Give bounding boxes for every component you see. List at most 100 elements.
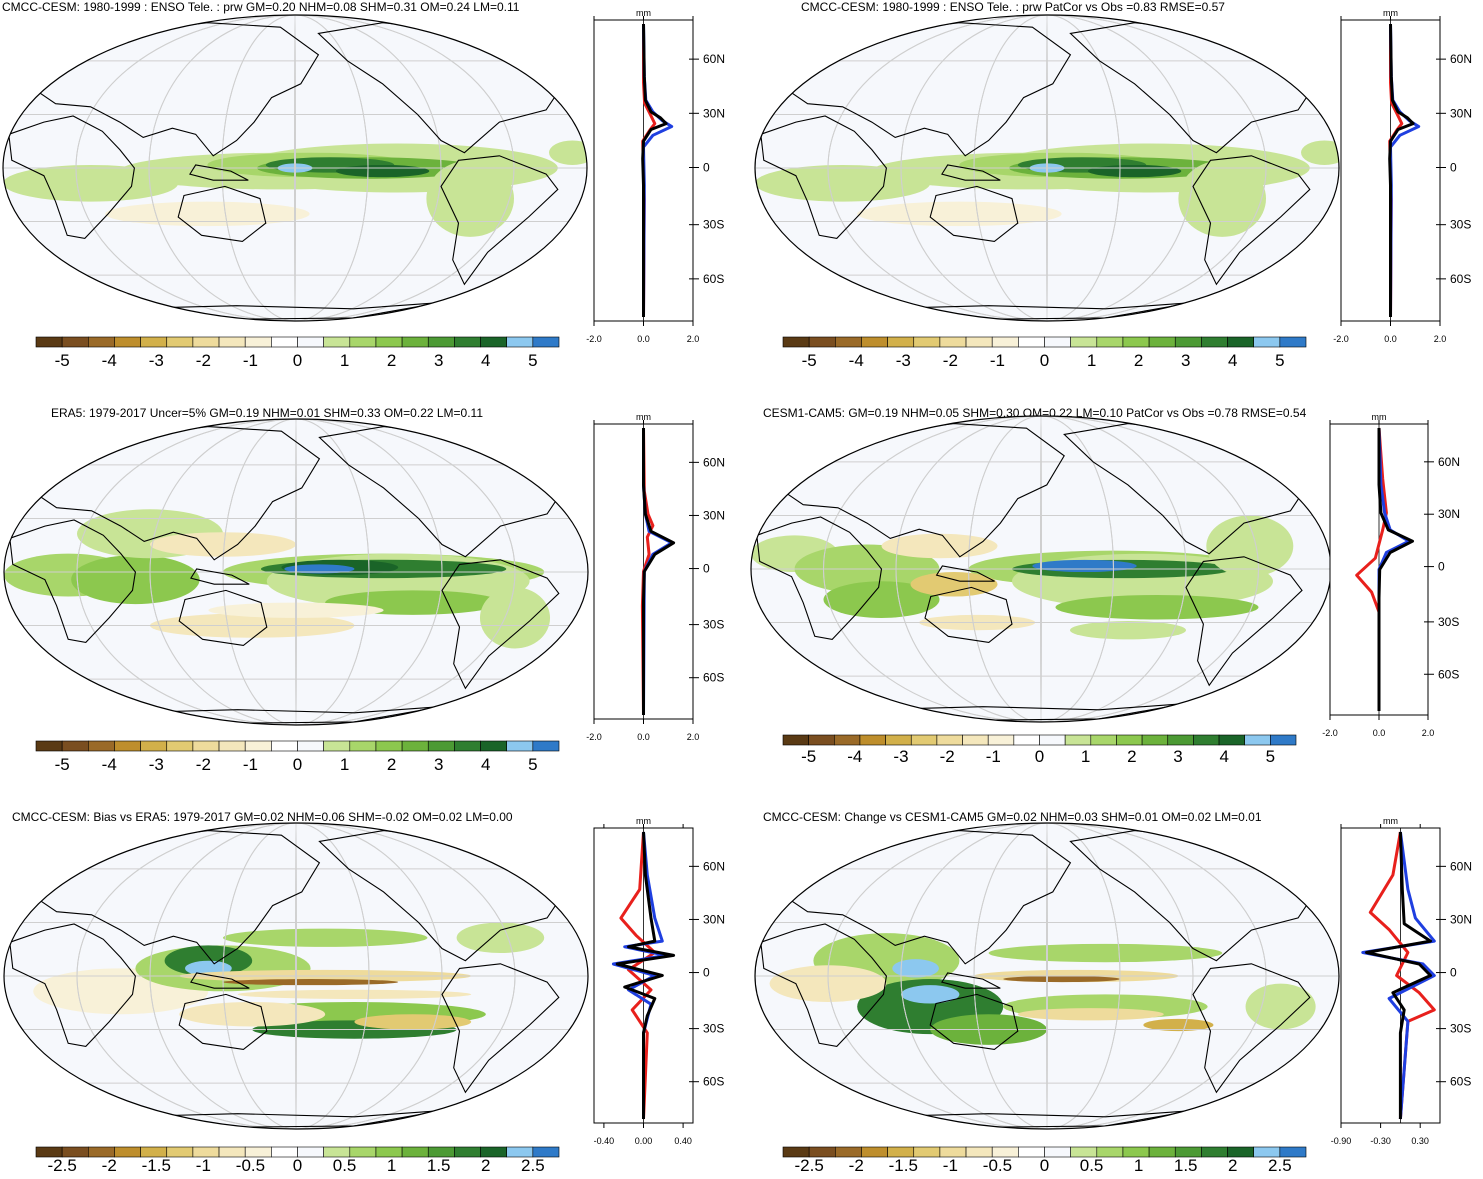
- graticule: [755, 15, 1339, 321]
- colorbar-box: [1090, 734, 1117, 746]
- colorbar-box: [349, 740, 377, 752]
- zonal-ytick-label: 30N: [703, 106, 725, 120]
- colorbar: -5 -4 -3 -2 -1 0 1 2 3 4 5: [35, 740, 560, 774]
- panel-title-3: ERA5: 1979-2017 Uncer=5% GM=0.19 NHM=0.0…: [51, 406, 484, 420]
- colorbar-tick-label: -0.5: [983, 1156, 1012, 1175]
- map-border: [754, 14, 1340, 322]
- colorbar-box: [88, 740, 115, 752]
- meridian-line: [295, 419, 297, 725]
- colorbar-box: [349, 336, 377, 348]
- meridian-line: [76, 823, 516, 1129]
- coastline-australia: [178, 589, 268, 646]
- zonal-mean-panel: mm 60N 30N 0 30S 60S -2.0 0.0 2.0: [586, 412, 725, 742]
- field-contour: [755, 164, 931, 202]
- colorbar-tick-label: -5: [801, 747, 816, 766]
- colorbar-box: [834, 336, 862, 348]
- colorbar-tick-label: -4: [102, 755, 117, 774]
- colorbar-box: [454, 1146, 481, 1158]
- zonal-ytick-label: 30S: [1438, 615, 1459, 629]
- colorbar-tick-label: 3: [434, 351, 443, 370]
- colorbar-box: [1167, 734, 1194, 746]
- colorbar-box: [218, 740, 246, 752]
- zonal-xtick-label: -2.0: [1322, 728, 1338, 738]
- panel-title-4: CESM1-CAM5: GM=0.19 NHM=0.05 SHM=0.30 OM…: [763, 406, 1307, 420]
- meridian-line: [294, 15, 296, 321]
- zonal-xtick-label: 0.00: [635, 1136, 653, 1146]
- zonal-xtick-label: 2.0: [1422, 728, 1435, 738]
- field-contour: [335, 164, 430, 178]
- field-contour: [901, 985, 960, 1004]
- colorbar-tick-label: 5: [528, 351, 537, 370]
- colorbar-box: [244, 740, 272, 752]
- colorbar-box: [910, 734, 938, 746]
- graticule: [4, 419, 588, 725]
- colorbar-tick-label: -1: [986, 747, 1001, 766]
- zonal-xtick-label: -2.0: [586, 334, 602, 344]
- colorbar-box: [861, 336, 888, 348]
- colorbar-tick-label: -2: [943, 351, 958, 370]
- colorbar-box: [427, 740, 455, 752]
- zonal-unit-label: mm: [1383, 816, 1398, 826]
- colorbar-box: [114, 336, 141, 348]
- zonal-ytick-label: 0: [1450, 966, 1457, 980]
- zonal-ytick-label: 30N: [1450, 912, 1472, 926]
- zonal-ytick-label: 60N: [1450, 859, 1472, 873]
- zonal-curve-obs: [1355, 427, 1388, 711]
- colorbar: -2.5 -2 -1.5 -1 -0.5 0 0.5 1 1.5 2 2.5: [35, 1146, 560, 1175]
- zonal-ytick-label: 30S: [703, 618, 724, 632]
- zonal-ytick-label: 30S: [703, 218, 724, 232]
- colorbar-tick-label: 5: [528, 755, 537, 774]
- colorbar-tick-label: 2: [387, 351, 396, 370]
- colorbar-tick-label: 0: [1035, 747, 1044, 766]
- colorbar-box: [480, 740, 507, 752]
- field-contour: [1143, 1018, 1214, 1032]
- meridian-line: [895, 416, 1187, 722]
- coastline-indonesia: [190, 568, 250, 585]
- zonal-ytick-label: 60N: [703, 455, 725, 469]
- colorbar-tick-label: -4: [102, 351, 117, 370]
- meridian-line: [900, 823, 1194, 1129]
- colorbar-box: [1018, 336, 1045, 348]
- field-layer: [755, 140, 1339, 237]
- colorbar-tick-label: -3: [893, 747, 908, 766]
- colorbar-box: [61, 740, 89, 752]
- colorbar-tick-label: 4: [481, 755, 490, 774]
- colorbar-tick-label: 0: [293, 1156, 302, 1175]
- colorbar-tick-label: 2.5: [1268, 1156, 1292, 1175]
- colorbar-box: [375, 740, 403, 752]
- meridian-line: [968, 416, 1114, 722]
- colorbar-box: [962, 734, 989, 746]
- zonal-ytick-label: 60N: [703, 859, 725, 873]
- colorbar-box: [244, 336, 272, 348]
- field-contour: [1032, 559, 1137, 573]
- colorbar-tick-label: 1: [1134, 1156, 1143, 1175]
- zonal-ytick-label: 30N: [703, 508, 725, 522]
- zonal-ytick-label: 0: [1438, 560, 1445, 574]
- colorbar-box: [936, 734, 963, 746]
- meridian-line: [149, 419, 443, 725]
- colorbar-box: [454, 740, 481, 752]
- graticule: [755, 823, 1339, 1129]
- zonal-xtick-label: 0.0: [1373, 728, 1386, 738]
- field-contour: [237, 989, 472, 999]
- graticule: [751, 416, 1331, 722]
- colorbar-tick-label: 1: [1081, 747, 1090, 766]
- colorbar-box: [218, 336, 246, 348]
- colorbar-box: [323, 336, 351, 348]
- colorbar-box: [808, 336, 836, 348]
- zonal-xtick-label: 0.40: [674, 1136, 692, 1146]
- colorbar-tick-label: -2: [196, 351, 211, 370]
- zonal-mean-panel: mm 60N 30N 0 30S 60S -2.0 0.0 2.0: [1333, 8, 1472, 344]
- colorbar-tick-label: 4: [481, 351, 490, 370]
- colorbar-box: [1244, 734, 1271, 746]
- coastline-australia: [178, 993, 268, 1050]
- colorbar-tick-label: 1.5: [427, 1156, 451, 1175]
- colorbar-tick-label: -3: [149, 351, 164, 370]
- colorbar-tick-label: -4: [847, 747, 862, 766]
- colorbar-box: [323, 740, 351, 752]
- zonal-unit-label: mm: [1383, 8, 1398, 18]
- map-border: [3, 418, 589, 726]
- zonal-frame: [1340, 827, 1441, 1124]
- colorbar-box: [532, 740, 560, 752]
